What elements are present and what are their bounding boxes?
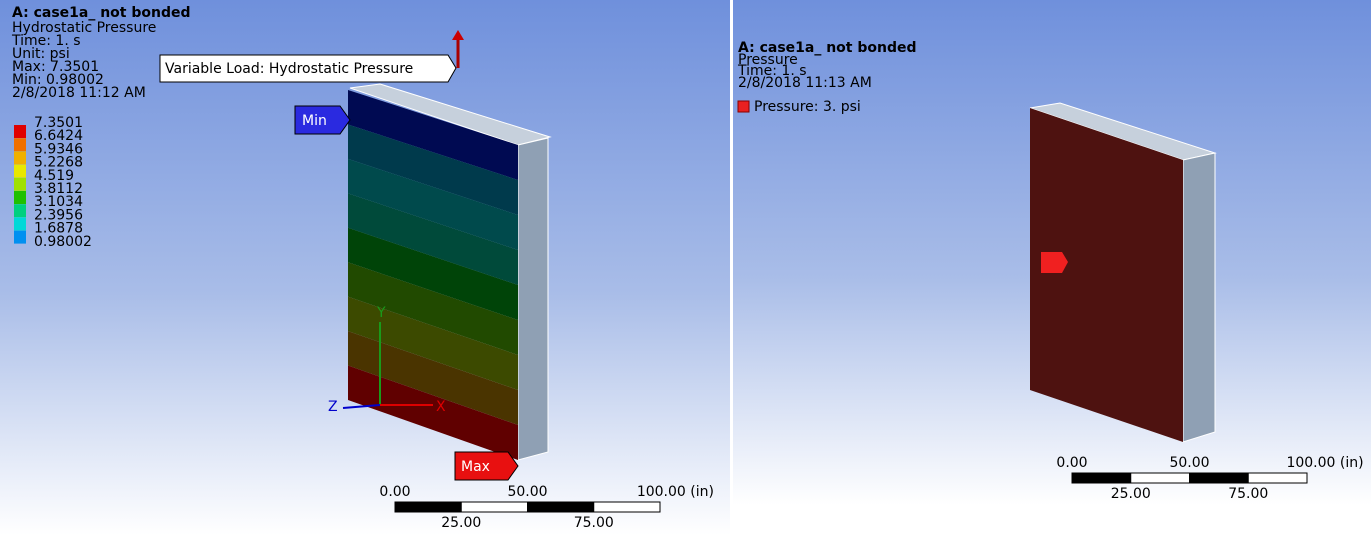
callout: Variable Load: Hydrostatic Pressure [165, 61, 413, 77]
scale-label: 75.00 [574, 515, 614, 531]
legend-swatch [14, 178, 26, 191]
slab-side [518, 138, 548, 460]
scale-label: 100.00 (in) [637, 484, 714, 500]
scale-segment [461, 502, 527, 512]
screen: A: case1a_ not bonded Hydrostatic Pressu… [0, 0, 1371, 535]
legend-swatch [14, 191, 26, 204]
scale-segment [1190, 473, 1249, 483]
legend-swatch [14, 138, 26, 151]
slab-front [1030, 108, 1183, 442]
legend-swatch [14, 204, 26, 217]
legend-swatch [14, 217, 26, 230]
legend-swatch [738, 101, 749, 112]
info-line: 2/8/2018 11:13 AM [738, 75, 872, 91]
legend-swatch [14, 231, 26, 244]
min-tag: Min [302, 113, 327, 129]
title: A: case1a_ not bonded [12, 5, 191, 21]
slab-side [1183, 153, 1215, 442]
scale-label: 0.00 [1056, 455, 1087, 471]
axis-z-label: Z [328, 399, 338, 415]
scale-label: 0.00 [379, 484, 410, 500]
legend-swatch [14, 165, 26, 178]
legend-swatch [14, 151, 26, 164]
scale-label: 100.00 (in) [1286, 455, 1363, 471]
legend-label: 0.98002 [34, 234, 92, 250]
scale-label: 75.00 [1228, 486, 1268, 502]
scale-label: 25.00 [1111, 486, 1151, 502]
axis-x-label: X [436, 399, 446, 415]
scale-label: 50.00 [507, 484, 547, 500]
scale-segment [1131, 473, 1190, 483]
max-tag: Max [461, 459, 490, 475]
info-line: 2/8/2018 11:12 AM [12, 85, 146, 101]
scale-segment [1072, 473, 1131, 483]
scale-label: 50.00 [1169, 455, 1209, 471]
axis-y-label: Y [376, 305, 386, 321]
scale-segment [395, 502, 461, 512]
scale-segment [594, 502, 660, 512]
scale-segment [528, 502, 594, 512]
legend: 7.35016.64245.93465.22684.5193.81123.103… [14, 115, 92, 250]
legend: Pressure: 3. psi [754, 99, 861, 115]
legend-swatch [14, 125, 26, 138]
scale-segment [1248, 473, 1307, 483]
scale-label: 25.00 [441, 515, 481, 531]
